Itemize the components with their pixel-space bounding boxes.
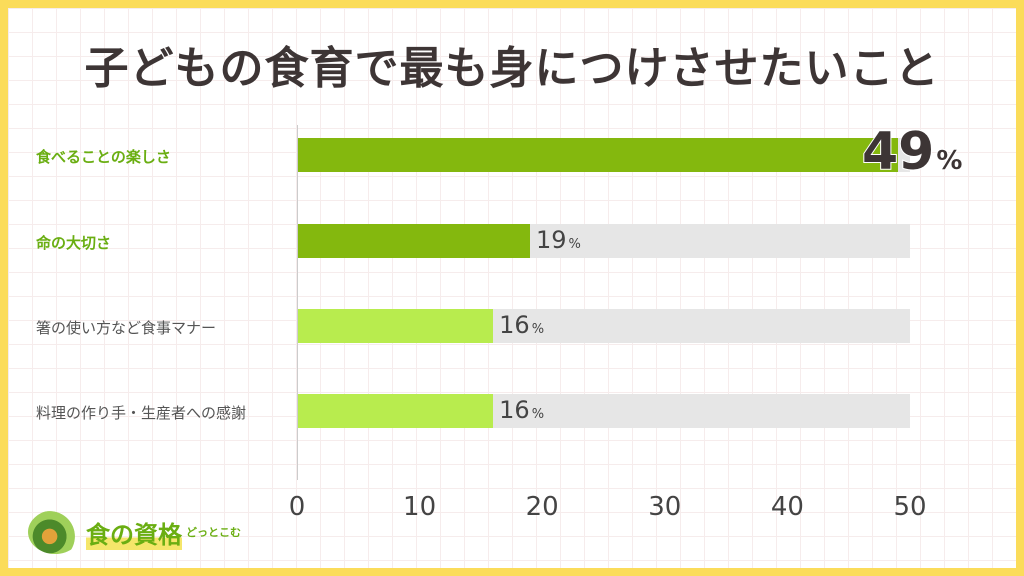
vegetables-icon — [28, 510, 82, 554]
bar — [297, 224, 530, 258]
bar — [297, 309, 494, 343]
data-unit: % — [568, 237, 581, 252]
data-value: 49 — [861, 121, 935, 183]
bar — [297, 394, 494, 428]
data-label: 16% — [499, 311, 544, 339]
category-label: 命の大切さ — [36, 234, 112, 252]
logo-main: 食の資格 — [86, 514, 182, 550]
category-label: 箸の使い方など食事マナー — [36, 319, 217, 337]
x-tick-label: 30 — [648, 492, 682, 522]
data-value: 16 — [499, 311, 530, 339]
x-tick-label: 10 — [403, 492, 437, 522]
data-value: 19 — [535, 226, 567, 254]
chart-frame — [8, 8, 1016, 568]
x-tick-label: 0 — [288, 492, 306, 522]
data-label: 49% — [861, 121, 963, 183]
logo-sub: どっとこむ — [186, 526, 241, 539]
chart-title: 子どもの食育で最も身につけさせたいこと — [84, 43, 940, 94]
data-unit: % — [531, 322, 545, 337]
bar — [297, 138, 898, 172]
category-label: 食べることの楽しさ — [36, 148, 171, 166]
logo: 食の資格 どっとこむ — [28, 510, 241, 554]
category-label: 料理の作り手・生産者への感謝 — [36, 404, 247, 422]
x-tick-label: 20 — [525, 492, 559, 522]
y-axis-line — [297, 125, 298, 480]
data-value: 16 — [499, 396, 530, 424]
x-tick-label: 50 — [893, 492, 927, 522]
data-unit: % — [935, 145, 963, 177]
x-tick-label: 40 — [770, 492, 804, 522]
data-unit: % — [531, 407, 545, 422]
data-label: 19% — [536, 226, 581, 254]
data-label: 16% — [499, 396, 544, 424]
